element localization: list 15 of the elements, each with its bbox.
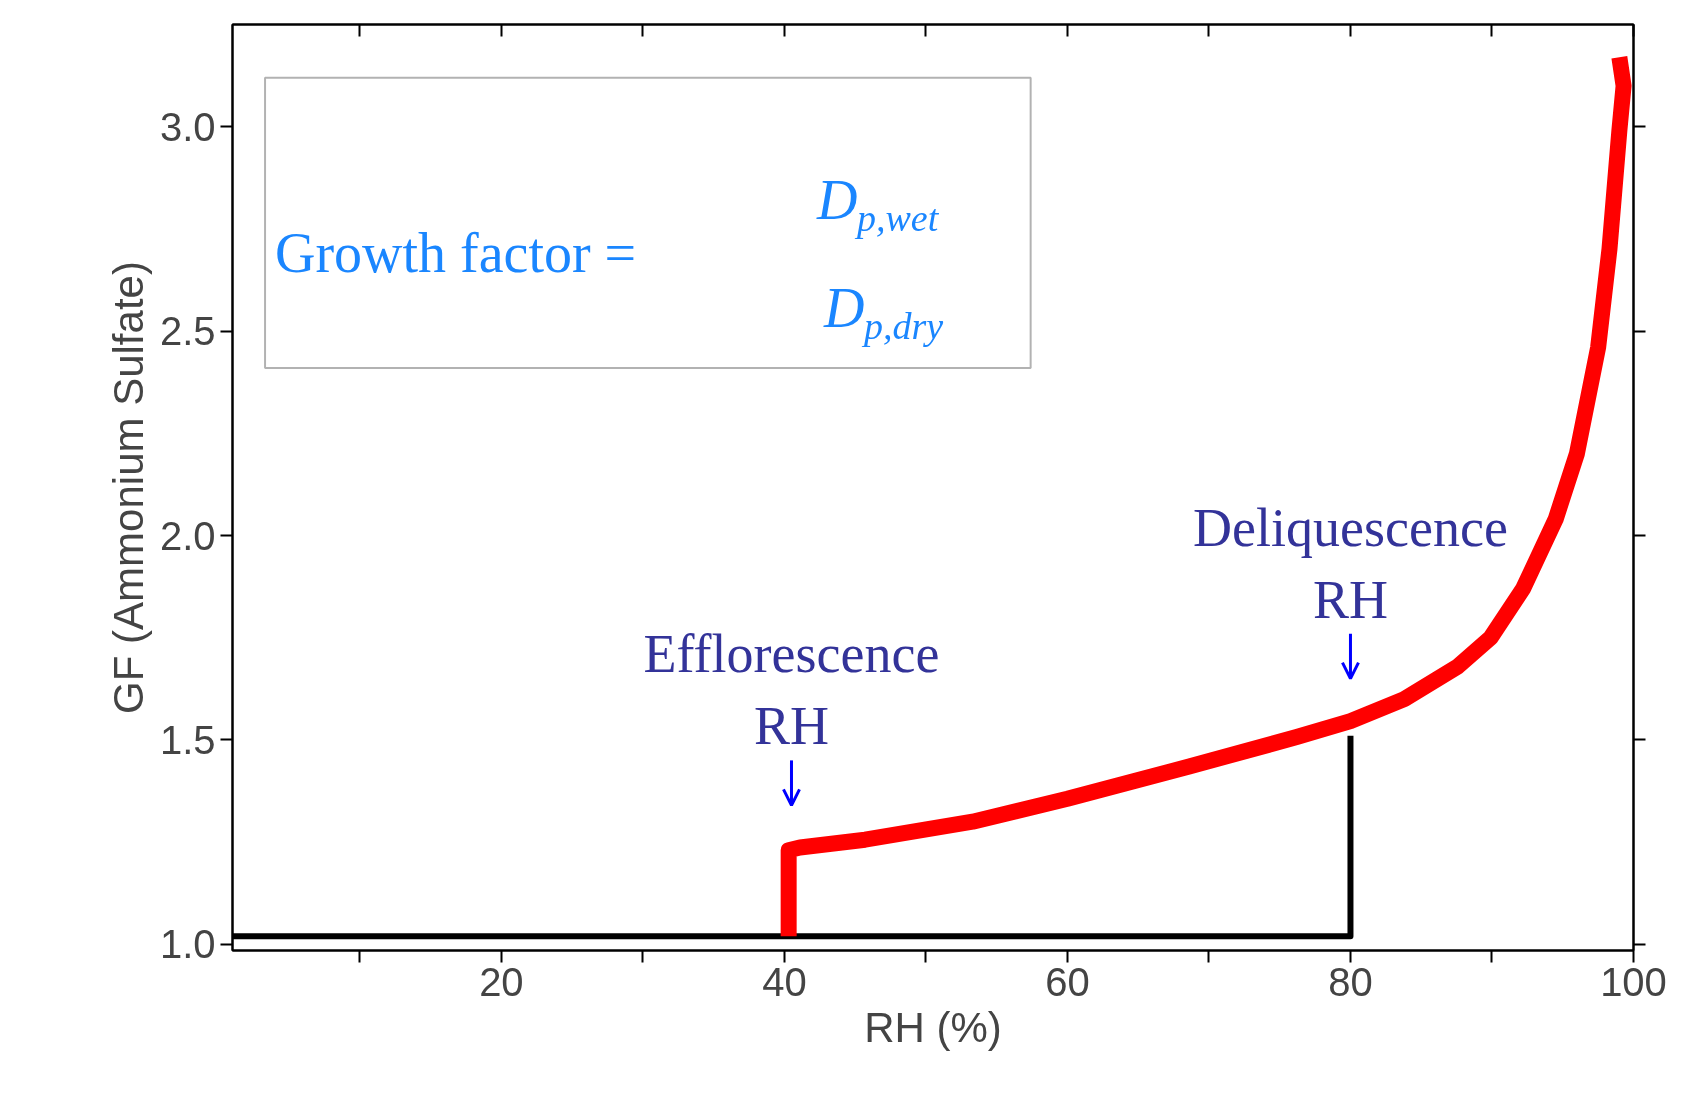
x-tick-label: 100 xyxy=(1600,959,1667,1004)
y-tick-label: 2.5 xyxy=(159,309,216,354)
x-tick-label: 20 xyxy=(479,959,524,1004)
y-tick-label: 2.0 xyxy=(159,513,216,558)
x-tick-label: 60 xyxy=(1045,959,1090,1004)
y-tick-label: 1.5 xyxy=(159,717,216,762)
x-tick-label: 40 xyxy=(762,959,807,1004)
annotation: Efflorescence RH xyxy=(643,624,940,757)
annotation: Growth factor = xyxy=(274,222,637,285)
y-tick-label: 3.0 xyxy=(159,104,216,149)
y-axis-title: GF (Ammonium Sulfate) xyxy=(104,261,152,714)
x-axis-title: RH (%) xyxy=(864,1003,1002,1051)
y-tick-label: 1.0 xyxy=(159,922,216,967)
annotation: Deliquescence RH xyxy=(1193,497,1508,630)
x-tick-label: 80 xyxy=(1328,959,1373,1004)
